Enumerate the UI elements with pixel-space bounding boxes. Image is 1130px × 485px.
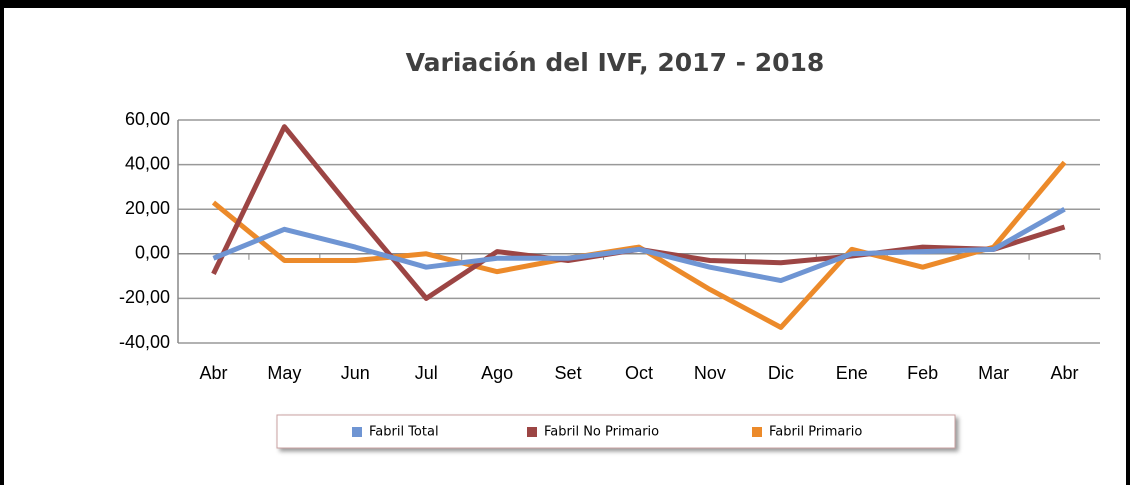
y-tick-label: 20,00	[125, 198, 170, 218]
x-tick-label: Abr	[199, 363, 227, 383]
y-tick-label: 40,00	[125, 153, 170, 173]
x-tick-label: Jun	[341, 363, 370, 383]
x-tick-label: Set	[555, 363, 582, 383]
y-tick-label: -20,00	[119, 287, 170, 307]
x-tick-label: May	[267, 363, 301, 383]
series-line	[212, 207, 1066, 284]
legend-label: Fabril Primario	[769, 425, 862, 440]
x-tick-label: Abr	[1051, 363, 1079, 383]
y-tick-label: -40,00	[119, 332, 170, 352]
x-tick-label: Nov	[694, 363, 726, 383]
x-tick-label: Feb	[907, 363, 938, 383]
legend-label: Fabril Total	[369, 425, 439, 440]
y-tick-label: 60,00	[125, 109, 170, 129]
x-tick-label: Jul	[415, 363, 438, 383]
legend-box	[276, 414, 956, 449]
y-tick-label: 0,00	[135, 243, 170, 263]
legend-label: Fabril No Primario	[544, 425, 659, 440]
x-tick-label: Dic	[768, 363, 794, 383]
x-tick-label: Ago	[481, 363, 513, 383]
x-tick-label: Mar	[978, 363, 1009, 383]
x-tick-label: Oct	[625, 363, 653, 383]
legend-swatch	[752, 427, 762, 437]
legend-swatch	[352, 427, 362, 437]
x-tick-label: Ene	[836, 363, 868, 383]
chart-title: Variación del IVF, 2017 - 2018	[406, 48, 825, 77]
legend-swatch	[527, 427, 537, 437]
series-line	[211, 124, 1066, 301]
